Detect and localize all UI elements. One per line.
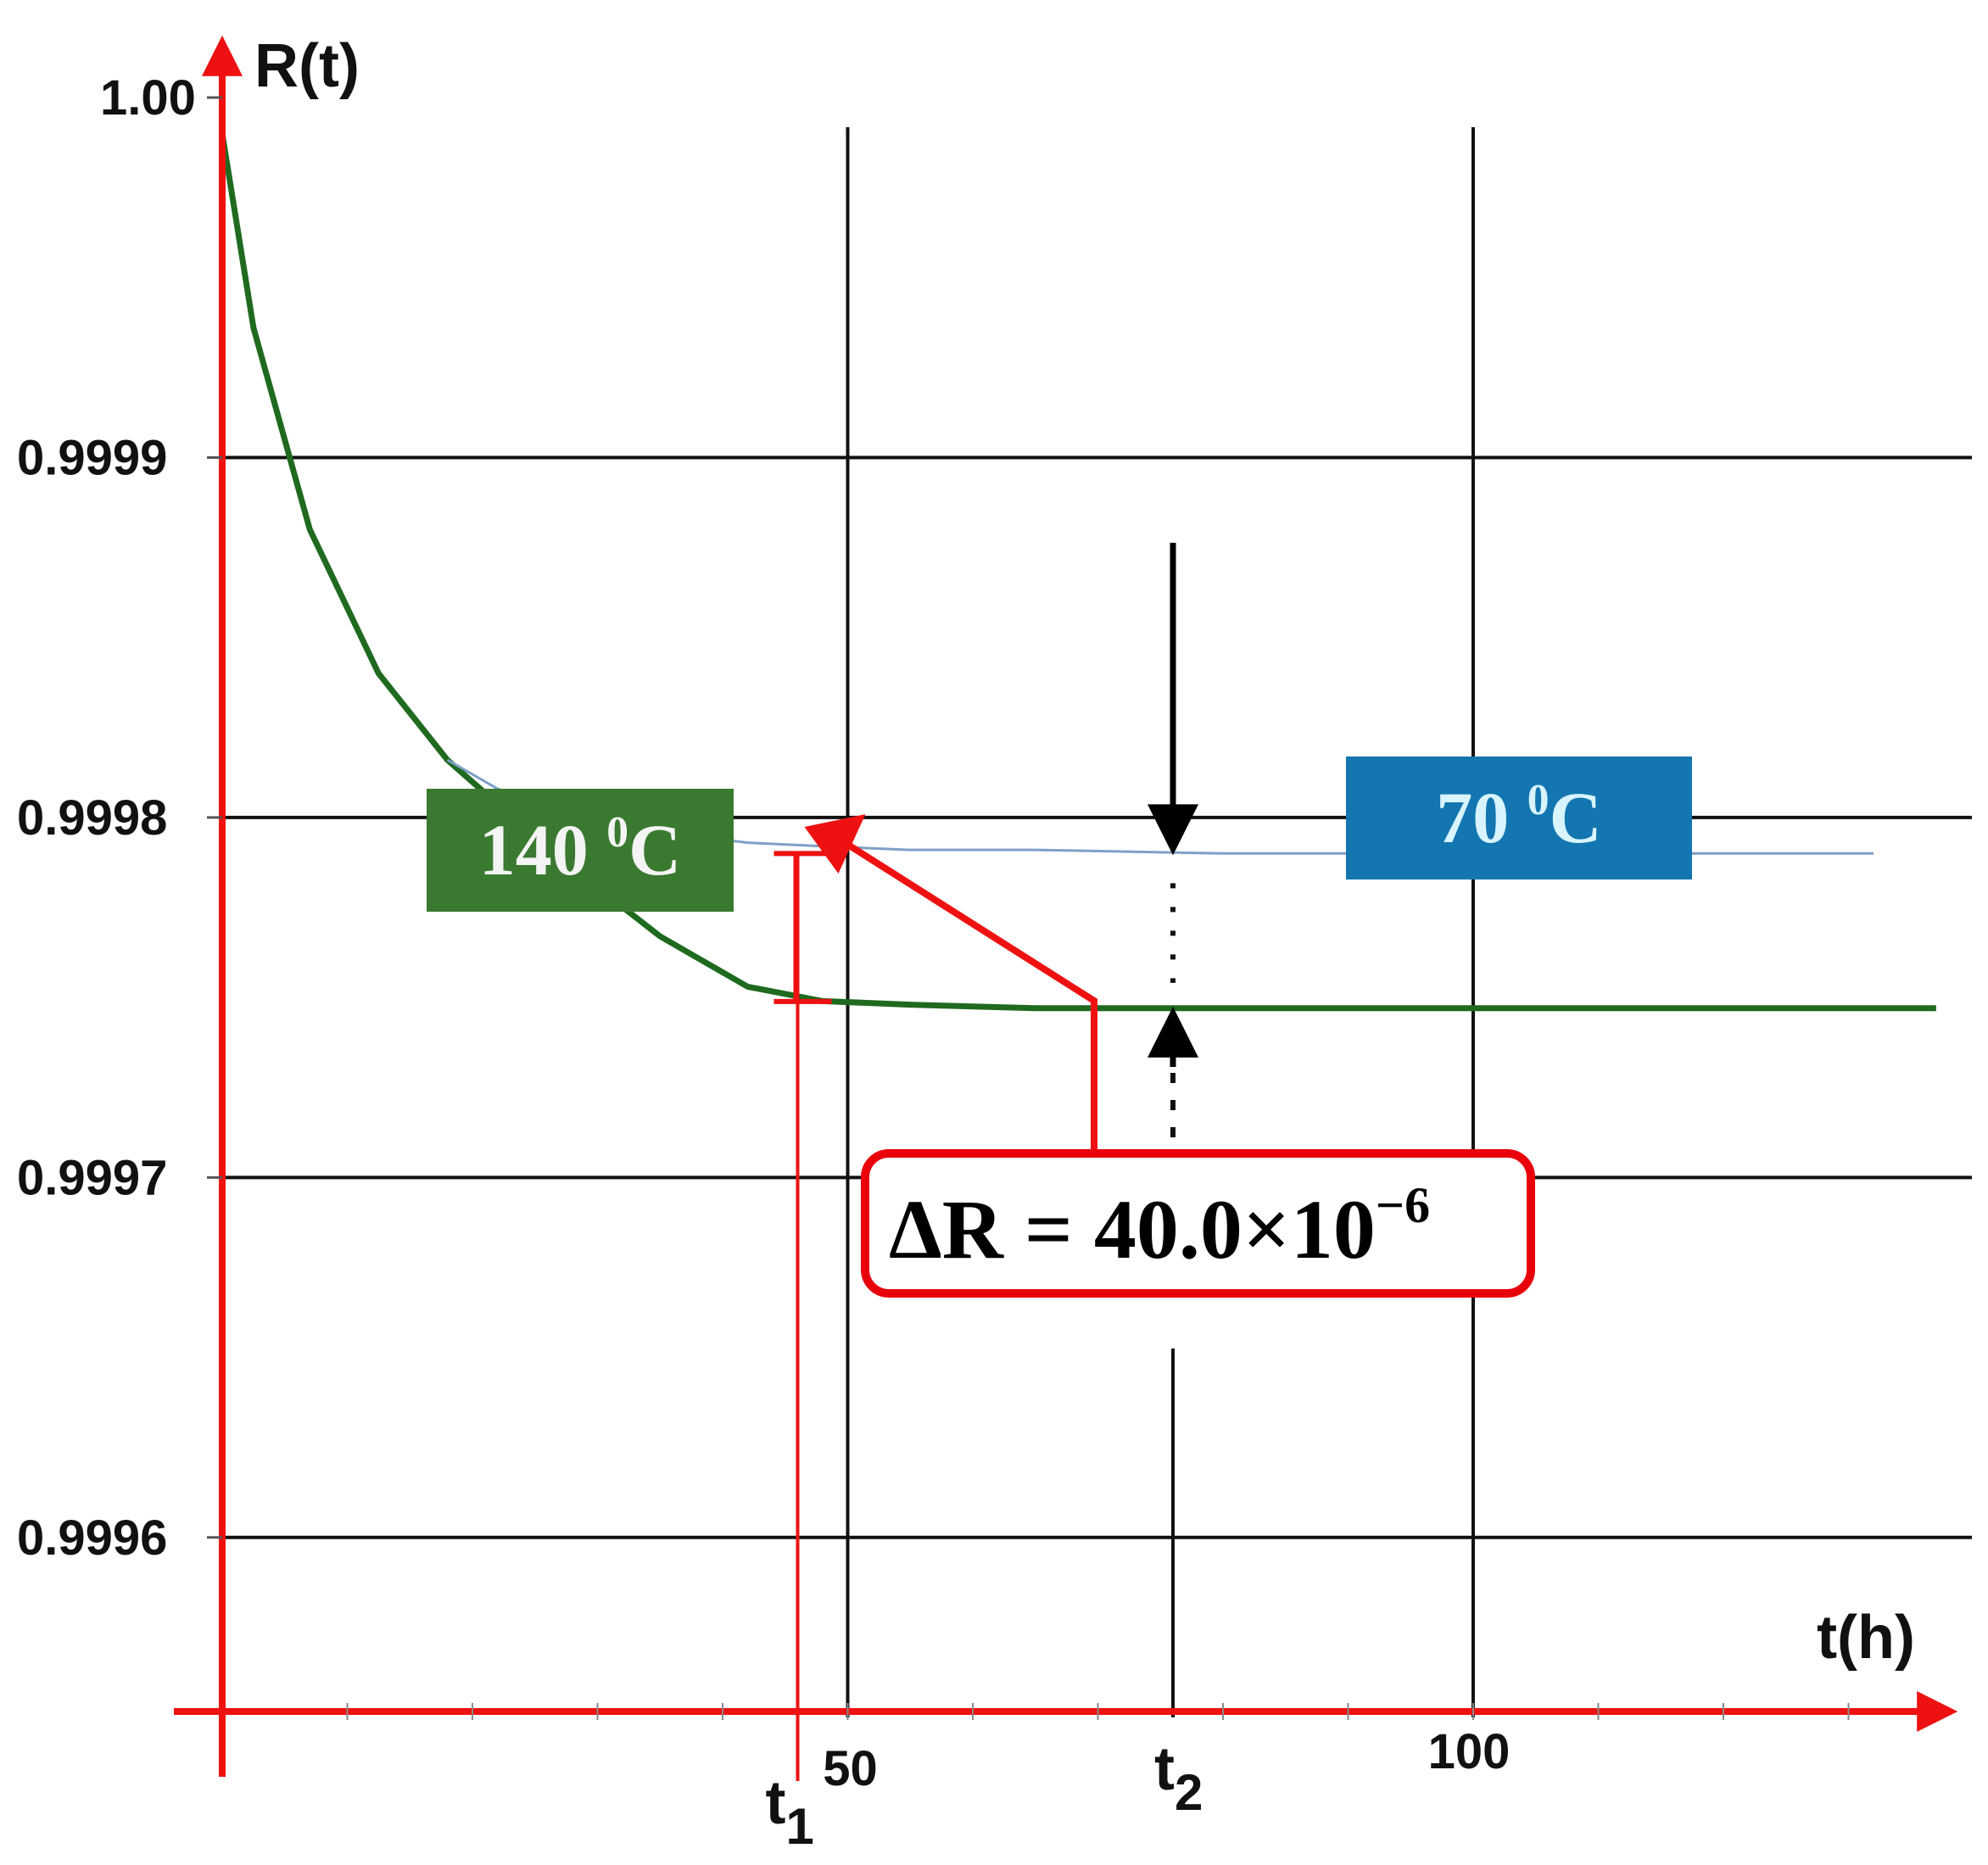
t1-label-subscript: 1 xyxy=(785,1798,813,1855)
label-140c-degree: 0 xyxy=(606,808,628,857)
y-tick-label: 0.9999 xyxy=(17,430,167,485)
label-70c-unit: C xyxy=(1550,777,1602,858)
t2-label-letter: t xyxy=(1154,1735,1175,1803)
y-tick-label: 1.00 xyxy=(100,70,196,126)
series-line-140C xyxy=(219,132,1936,1012)
delta-value: ΔR = 40.0×10 xyxy=(889,1182,1376,1276)
x-tick-label: 50 xyxy=(823,1741,878,1796)
delta-box: ΔR = 40.0×10−6 xyxy=(861,1149,1535,1298)
delta-callout-arrowhead xyxy=(804,814,866,874)
delta-exponent: −6 xyxy=(1376,1177,1430,1233)
label-140c: 140 0C xyxy=(427,789,734,912)
label-70c-text: 70 0C xyxy=(1436,776,1601,858)
label-70c-bg xyxy=(1346,757,1692,879)
y-tick-label: 0.9996 xyxy=(17,1510,167,1566)
down-arrow-head xyxy=(1148,804,1198,856)
t1-label: t1 xyxy=(766,1769,814,1855)
y-tick-label: 0.9998 xyxy=(17,790,167,846)
axes xyxy=(174,35,1958,1777)
delta-box-border xyxy=(861,1149,1535,1298)
x-axis-title: t(h) xyxy=(1817,1604,1915,1672)
label-70c-value: 70 xyxy=(1436,777,1527,858)
label-140c-value: 140 xyxy=(479,809,607,891)
t2-label: t2 xyxy=(1154,1735,1203,1821)
label-140c-bg xyxy=(427,789,734,912)
up-arrow-head xyxy=(1148,1006,1198,1058)
y-tick-label: 0.9997 xyxy=(17,1150,167,1205)
grid-lines xyxy=(222,127,1972,1717)
label-140c-text: 140 0C xyxy=(479,808,681,891)
delta-callout-line xyxy=(838,836,1097,1153)
t1-label-letter: t xyxy=(766,1769,786,1837)
delta-text: ΔR = 40.0×10−6 xyxy=(889,1177,1430,1276)
y-axis-title: R(t) xyxy=(254,32,360,100)
label-140c-unit: C xyxy=(628,809,681,891)
label-70c-degree: 0 xyxy=(1527,776,1550,824)
x-tick-label: 100 xyxy=(1428,1724,1511,1779)
label-70c: 70 0C xyxy=(1346,757,1692,879)
t2-label-subscript: 2 xyxy=(1175,1764,1203,1821)
